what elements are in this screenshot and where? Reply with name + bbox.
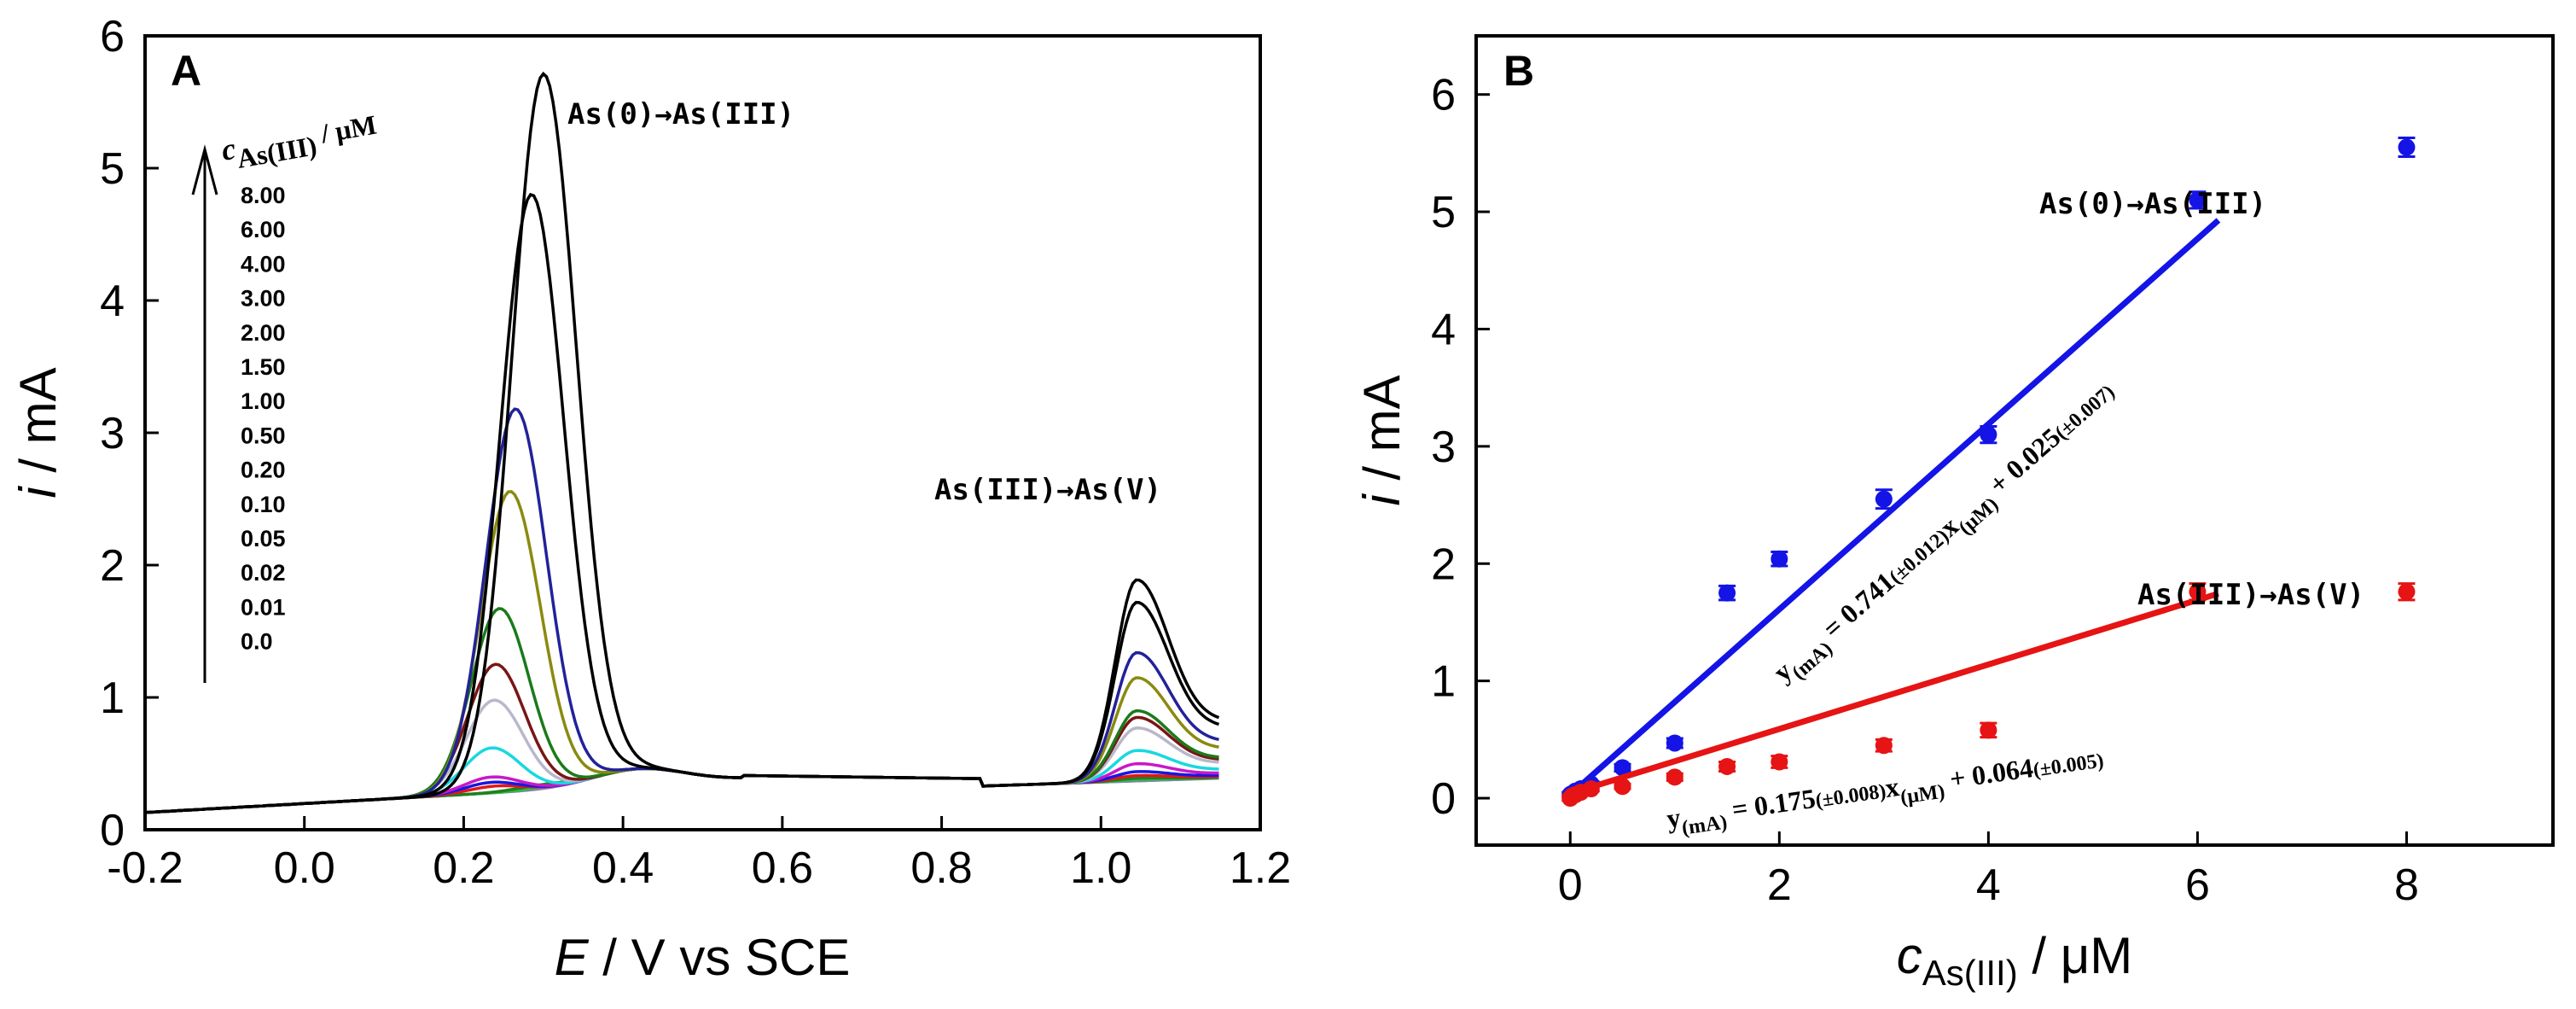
panel-b-y-tick-label: 0 (1431, 774, 1456, 824)
panel-a-x-tick-label: 0.4 (592, 843, 654, 893)
voltammogram-8.00 (144, 71, 1220, 814)
panel-b-x-tick-label: 6 (2185, 860, 2210, 910)
voltammogram-0.0 (144, 767, 1219, 814)
annotation-as0-as3: As(0)→As(III) (567, 97, 794, 131)
fit-line-blue (1567, 218, 2221, 797)
data-point-red (1875, 737, 1893, 755)
data-point-blue (1718, 584, 1736, 602)
panel-b-y-tick-label: 5 (1431, 188, 1456, 237)
annotation-as3-as5: As(III)→As(V) (934, 473, 1161, 507)
fit-line-red (1569, 590, 2219, 796)
panel-b-y-tick-label: 6 (1431, 71, 1456, 120)
data-point-blue (2398, 138, 2416, 156)
panel-a-y-tick-label: 6 (100, 12, 125, 61)
panel-a-y-tick-label: 3 (100, 409, 125, 458)
data-point-blue (1614, 759, 1631, 777)
panel-a-x-tick-label: 1.0 (1070, 843, 1131, 893)
panel-a-ticks: -0.2 0.0 0.2 0.4 0.6 0.8 1.0 1.2 0 1 2 3 4 5 6 (100, 12, 1291, 893)
panel-b-y-axis-label: i / mA (1353, 375, 1410, 505)
concentration-list: 8.00 6.00 4.00 3.00 2.00 1.50 1.00 0.50 0.20 0.10… (241, 183, 286, 655)
data-point-red (1666, 768, 1683, 786)
voltammogram-4.00 (144, 407, 1219, 814)
concentration-label: 0.0 (241, 629, 273, 655)
panel-b-label: B (1503, 47, 1534, 95)
panel-b-y-tick-label: 2 (1431, 539, 1456, 589)
panel-a-y-axis-label: i / mA (9, 367, 67, 498)
concentration-label: 3.00 (241, 286, 286, 312)
panel-a-x-tick-label: 0.6 (752, 843, 813, 893)
panel-a-x-tick-label: 0.8 (910, 843, 972, 893)
panel-b-y-tick-label: 1 (1431, 657, 1456, 707)
panel-a-y-tick-label: 2 (100, 541, 125, 591)
annotation-b-as3-as5: As(III)→As(V) (2137, 578, 2364, 612)
data-point-red (1980, 721, 1997, 739)
panel-b-x-tick-label: 8 (2394, 860, 2419, 910)
panel-b-x-tick-label: 2 (1767, 860, 1792, 910)
panel-b-y-tick-label: 4 (1431, 305, 1456, 354)
panel-a-label: A (171, 47, 201, 95)
panel-a-x-tick-label: 1.2 (1230, 843, 1291, 893)
fit-equation-red: y(mA) = 0.175(±0.008)x(μM) + 0.064(±0.00… (1665, 742, 2107, 841)
data-point-red (1614, 778, 1631, 796)
panel-a-x-tick-label: 0.2 (433, 843, 494, 893)
concentration-label: 0.05 (241, 526, 286, 551)
panel-b-x-axis-label: cAs(III) / μM (1897, 927, 2133, 993)
data-point-red (1718, 757, 1736, 775)
panel-a-curves (144, 71, 1220, 814)
voltammogram-0.05 (144, 767, 1219, 814)
panel-b: 0 2 4 6 8 0 1 2 3 4 5 6 B As(0)→As(III) As(III)→As(… (1353, 34, 2555, 993)
data-point-blue (1771, 550, 1788, 568)
data-point-red (2398, 583, 2416, 601)
concentration-label: 0.20 (241, 458, 286, 483)
data-point-blue (1980, 426, 1997, 444)
concentration-legend-title: cAs(III) / μM (218, 107, 381, 177)
panel-a-y-tick-label: 5 (100, 144, 125, 194)
annotation-b-as0-as3: As(0)→As(III) (2039, 187, 2266, 221)
concentration-label: 1.00 (241, 388, 286, 414)
panel-a: -0.2 0.0 0.2 0.4 0.6 0.8 1.0 1.2 0 1 2 3 4 5 6 A cAs(I… (9, 12, 1291, 986)
voltammogram-3.00 (144, 490, 1219, 814)
panel-a-x-tick-label: 0.0 (274, 843, 335, 893)
panel-a-y-tick-label: 4 (100, 277, 125, 326)
fit-equation-blue: y(mA) = 0.741(±0.012)x(μM) + 0.025(±0.00… (1767, 375, 2125, 693)
concentration-label: 0.50 (241, 423, 286, 448)
voltammogram-1.50 (144, 662, 1219, 814)
data-point-red (2189, 583, 2207, 601)
panel-b-x-tick-label: 4 (1976, 860, 2001, 910)
concentration-label: 0.10 (241, 492, 286, 517)
panel-a-x-axis-label: E / V vs SCE (555, 929, 851, 986)
data-point-blue (1666, 734, 1683, 752)
panel-b-frame (1474, 34, 2555, 847)
voltammogram-1.00 (144, 698, 1219, 814)
panel-a-y-tick-label: 1 (100, 674, 125, 723)
concentration-arrowhead (191, 144, 218, 195)
panel-b-x-tick-label: 0 (1558, 860, 1583, 910)
panel-b-ticks: 0 2 4 6 8 0 1 2 3 4 5 6 (1431, 71, 2419, 910)
concentration-label: 8.00 (241, 183, 286, 208)
data-point-red (1582, 780, 1600, 798)
voltammogram-0.10 (144, 767, 1219, 814)
concentration-label: 0.01 (241, 594, 286, 620)
concentration-label: 0.02 (241, 560, 286, 586)
concentration-label: 2.00 (241, 320, 286, 346)
data-point-blue (1875, 490, 1893, 508)
panel-a-y-tick-label: 0 (100, 806, 125, 855)
panel-a-x-tick-label: -0.2 (107, 843, 183, 893)
voltammogram-0.01 (144, 767, 1219, 814)
data-point-blue (2189, 191, 2207, 209)
concentration-label: 6.00 (241, 217, 286, 242)
panel-b-plot (1561, 137, 2416, 808)
concentration-label: 1.50 (241, 354, 286, 380)
data-point-red (1771, 753, 1788, 771)
panel-b-y-tick-label: 3 (1431, 423, 1456, 472)
voltammogram-0.02 (144, 767, 1219, 814)
concentration-label: 4.00 (241, 251, 286, 277)
